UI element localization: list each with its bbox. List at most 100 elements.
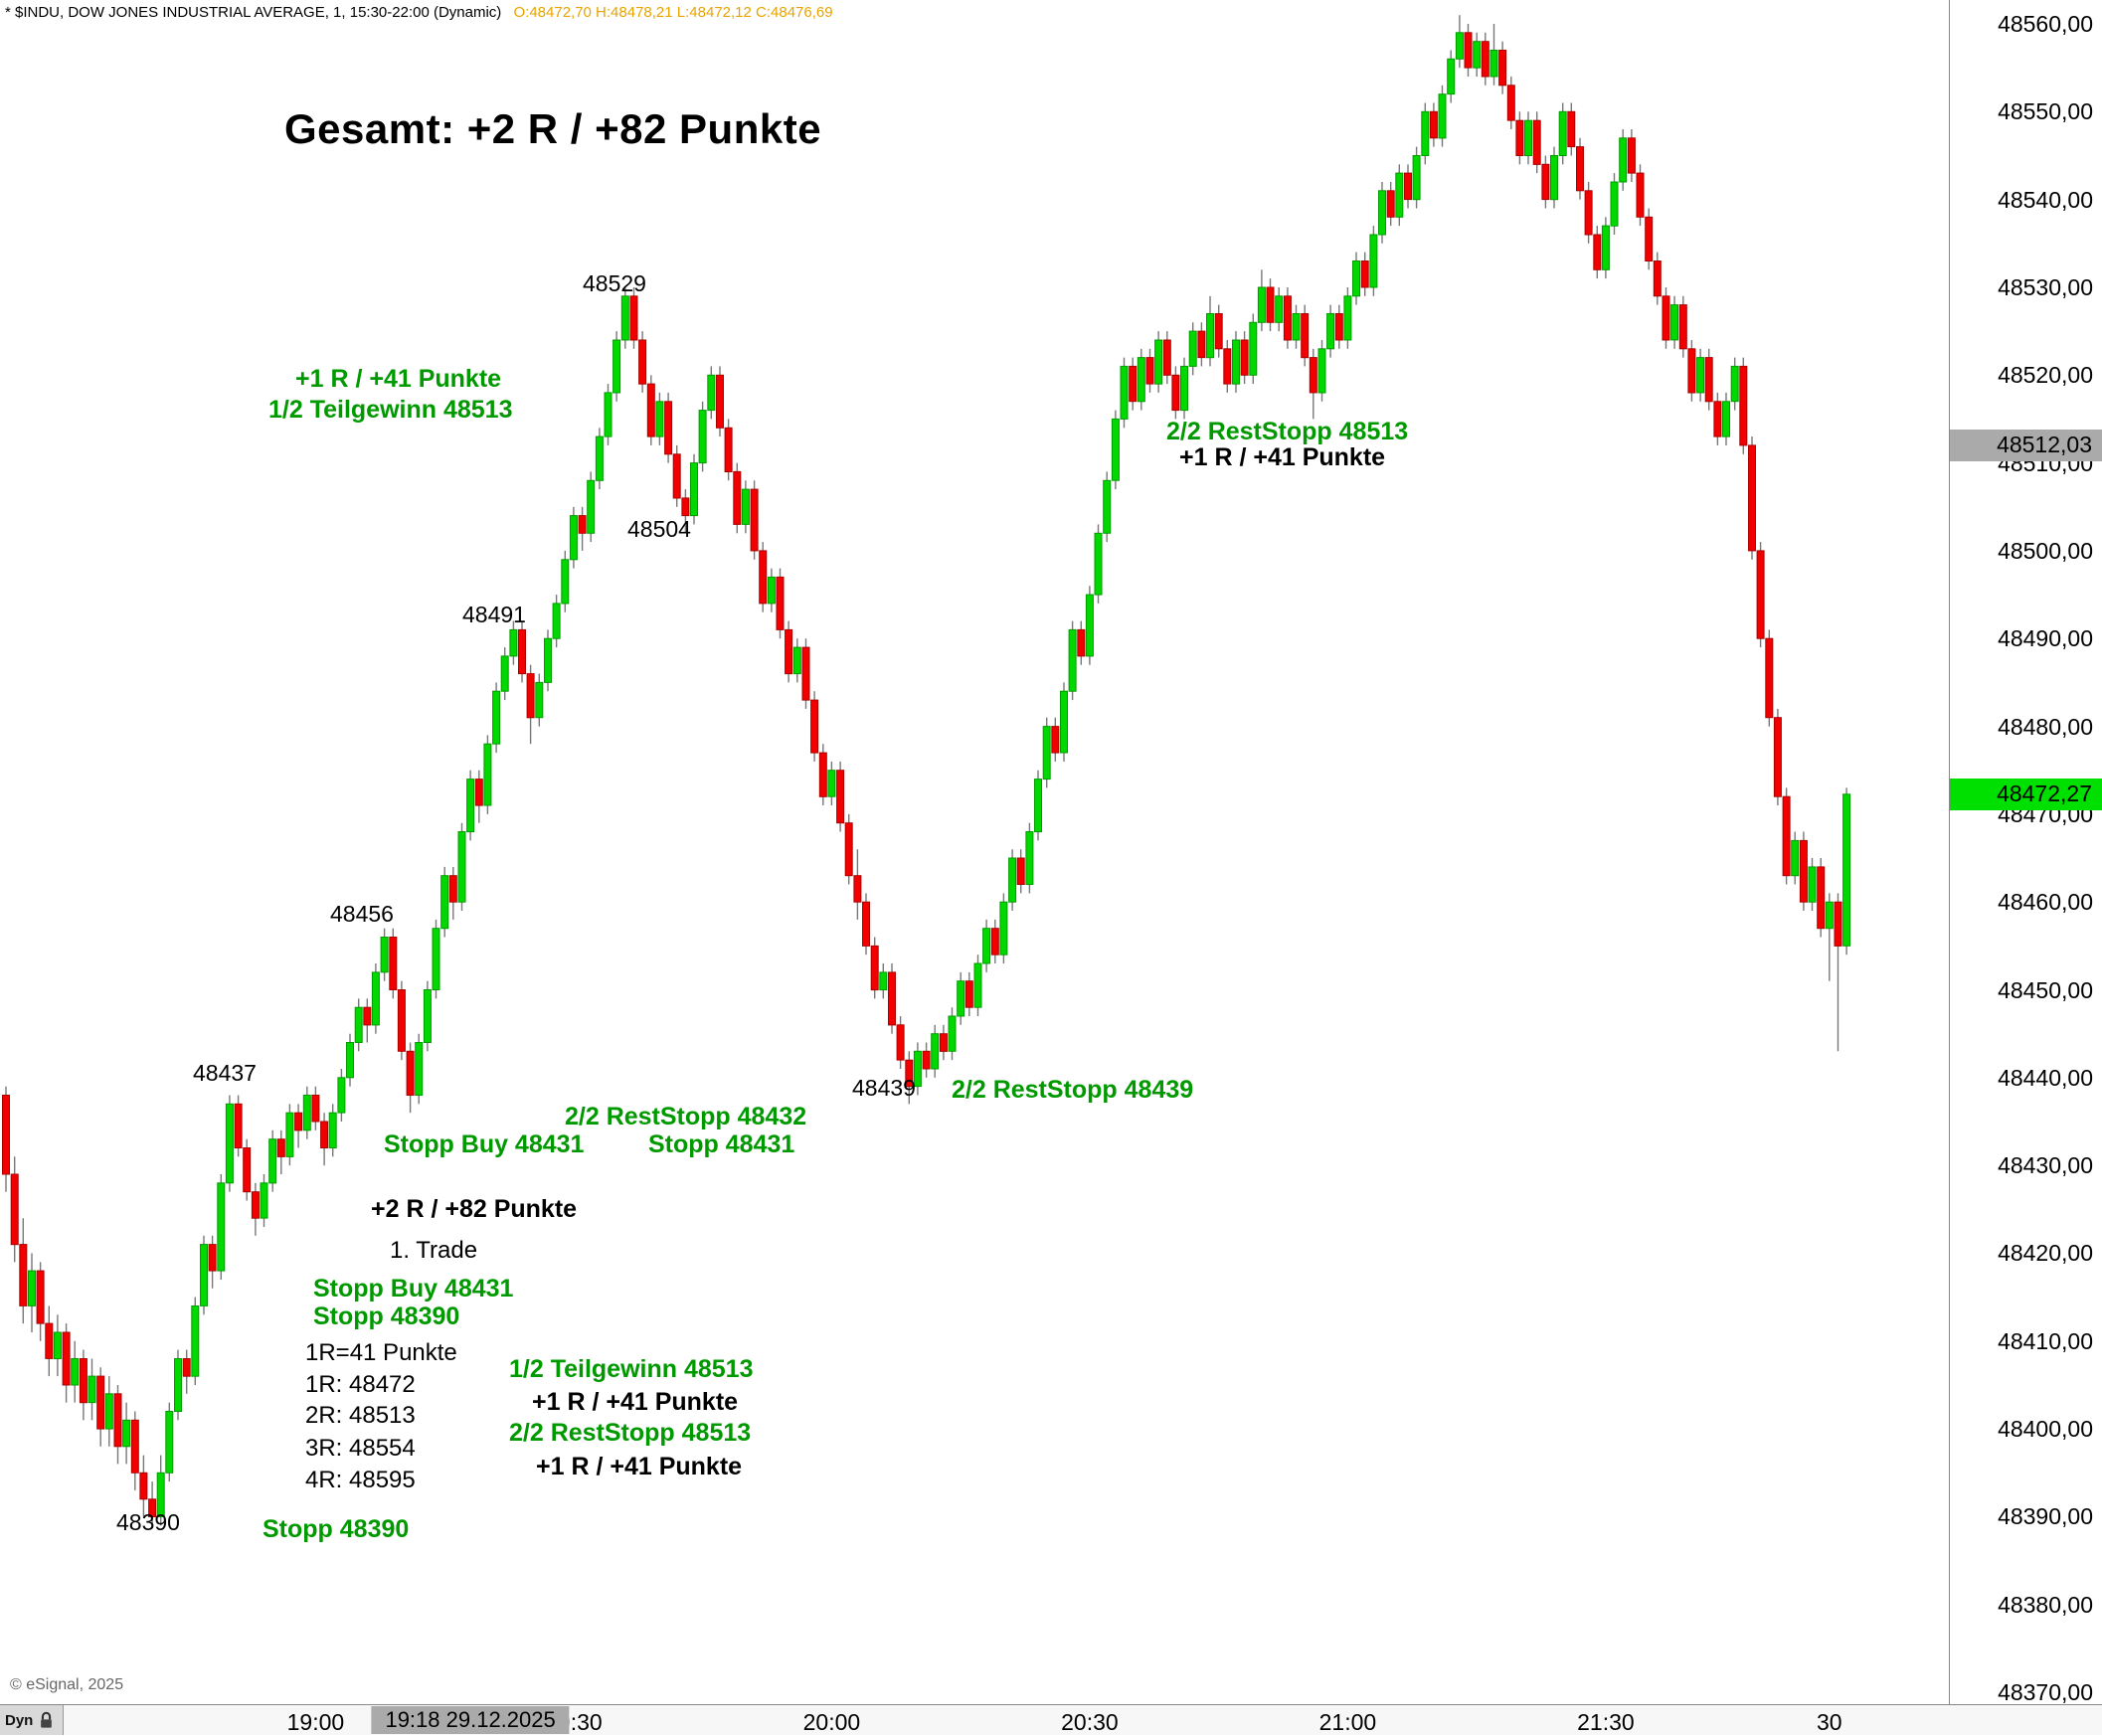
candle-body [1834, 901, 1842, 947]
candle-body [1713, 401, 1722, 437]
candle-body [1722, 401, 1730, 437]
candle-body [1103, 479, 1112, 534]
candle-body [113, 1393, 122, 1448]
time-tick-label: 19:00 [286, 1709, 345, 1735]
time-tick-label: 20:00 [802, 1709, 861, 1735]
crosshair-time-badge: 19:18 29.12.2025 [371, 1706, 570, 1734]
candle-body [397, 989, 406, 1052]
candle-body [1206, 313, 1214, 359]
candle-body [251, 1191, 260, 1219]
price-tick-label: 48410,00 [1998, 1327, 2093, 1354]
candle-body [1421, 110, 1430, 157]
candle-body [96, 1375, 105, 1430]
candle-body [1593, 234, 1602, 270]
candle-body [1068, 628, 1077, 692]
candle-body [964, 980, 973, 1008]
candle-body [1730, 365, 1739, 403]
price-tick-label: 48400,00 [1998, 1416, 2093, 1443]
candle-body [1455, 32, 1464, 60]
candle-body [1678, 304, 1687, 350]
candle-body [1696, 357, 1705, 394]
candle-body [19, 1244, 28, 1306]
candle-body [1532, 119, 1541, 165]
candle-body [1292, 313, 1301, 341]
price-axis[interactable]: 48560,00 48550,00 48540,00 48530,00 48520,00… [1949, 0, 2102, 1705]
candle-body [948, 1015, 957, 1052]
candle-body [1378, 190, 1386, 236]
candle-body [1825, 901, 1834, 930]
teilgewinn-48513-label-1: 1/2 Teilgewinn 48513 [268, 396, 513, 424]
candle-body [818, 752, 827, 797]
ohlc-values: O:48472,70 H:48478,21 L:48472,12 C:48476… [513, 4, 833, 21]
pivot-label-48456: 48456 [330, 901, 394, 927]
candle-body [1301, 313, 1310, 359]
candle-body [973, 962, 982, 1008]
price-tick-label: 48520,00 [1998, 362, 2093, 389]
candle-body [620, 295, 629, 341]
candle-body [474, 779, 483, 806]
candle-body [681, 497, 690, 517]
candle-body [165, 1411, 174, 1474]
candle-body [36, 1270, 45, 1324]
candle-body [1154, 339, 1163, 385]
candle-body [371, 971, 380, 1026]
candle-body [62, 1331, 71, 1386]
candle-body [130, 1419, 139, 1474]
candle-body [896, 1024, 905, 1061]
candle-body [569, 515, 578, 561]
candle-body [1610, 181, 1619, 227]
candle-body [1489, 50, 1498, 78]
price-tick-label: 48420,00 [1998, 1240, 2093, 1267]
candle-body [1180, 365, 1188, 412]
candle-body [1515, 119, 1524, 156]
last-price-badge: 48472,27 [1950, 778, 2102, 810]
candle-body [638, 339, 647, 385]
candle-body [1653, 260, 1662, 297]
price-tick-label: 48380,00 [1998, 1591, 2093, 1618]
candle-body [1584, 190, 1593, 236]
candlestick-chart[interactable] [0, 0, 1949, 1704]
candle-body [1773, 717, 1782, 797]
candle-body [1704, 357, 1713, 403]
candle-body [1077, 628, 1086, 657]
time-tick-label: 21:00 [1318, 1709, 1377, 1735]
stopp-48390-label-1: Stopp 48390 [313, 1302, 460, 1330]
candle-body [1232, 339, 1240, 385]
chart-header: * $INDU, DOW JONES INDUSTRIAL AVERAGE, 1… [5, 4, 833, 21]
candle-body [1541, 163, 1550, 201]
candle-body [1481, 41, 1489, 78]
candle-body [1145, 357, 1154, 385]
candle-body [234, 1103, 243, 1149]
time-tick-label: 30 [1817, 1709, 1842, 1735]
candle-body [1808, 866, 1817, 903]
candle-body [45, 1322, 54, 1359]
candle-body [1025, 831, 1034, 885]
candle-body [492, 690, 501, 745]
candle-body [716, 374, 724, 429]
candle-body [1842, 793, 1851, 947]
candle-body [1765, 637, 1774, 719]
lock-icon[interactable] [38, 1711, 55, 1730]
candle-body [354, 1006, 363, 1044]
candle-body [294, 1112, 303, 1131]
candle-body [1756, 550, 1765, 639]
candle-body [1524, 119, 1532, 156]
reststopp-48439-label: 2/2 RestStopp 48439 [952, 1076, 1194, 1104]
stopp-48431-label: Stopp 48431 [648, 1130, 795, 1158]
time-axis[interactable]: 19:00 19:30 20:00 20:30 21:00 21:30 30 [0, 1704, 2102, 1735]
candle-body [1799, 839, 1808, 903]
candle-body [1404, 172, 1412, 201]
teilgewinn-48513-label-2: 1/2 Teilgewinn 48513 [509, 1355, 754, 1383]
candle-body [1008, 857, 1017, 903]
candle-body [1576, 146, 1584, 192]
candle-body [1567, 110, 1576, 148]
candle-body [535, 681, 544, 719]
candle-body [552, 603, 561, 639]
dyn-mode-control[interactable]: Dyn [0, 1705, 64, 1735]
candle-body [1506, 85, 1515, 121]
price-tick-label: 48540,00 [1998, 186, 2093, 213]
candle-body [1619, 137, 1628, 183]
reststopp-48432-label: 2/2 RestStopp 48432 [565, 1103, 807, 1130]
candle-body [1412, 155, 1421, 201]
candle-body [1171, 374, 1180, 412]
